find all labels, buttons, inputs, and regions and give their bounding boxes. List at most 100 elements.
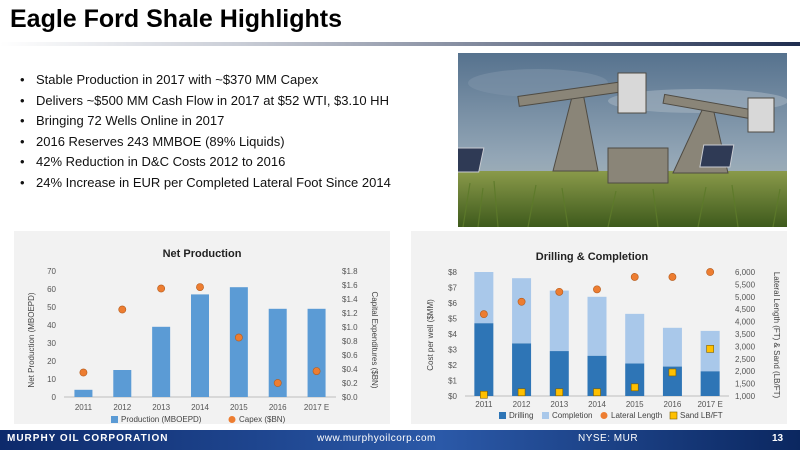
page-number: 13: [772, 433, 784, 444]
x-tick-label: 2012: [513, 400, 531, 409]
production-bar: [191, 294, 209, 397]
y-tick-label: $1: [448, 377, 457, 386]
y2-tick-label: 4,000: [735, 318, 756, 327]
y-tick-label: 60: [47, 285, 56, 294]
bullet-item: 42% Reduction in D&C Costs 2012 to 2016: [18, 152, 391, 173]
bullet-item: 24% Increase in EUR per Completed Latera…: [18, 173, 391, 194]
y-tick-label: $7: [448, 284, 457, 293]
x-tick-label: 2014: [191, 403, 209, 412]
drilling-completion-panel: Drilling & Completion Cost per well ($MM…: [411, 231, 787, 424]
production-bar: [113, 370, 132, 397]
net-production-chart: Net Production Net Production (MBOEPD) C…: [27, 248, 379, 424]
y2-tick-label: 2,500: [735, 355, 756, 364]
y2-tick-label: 2,000: [735, 367, 756, 376]
slide-title: Eagle Ford Shale Highlights: [10, 5, 342, 33]
chart-title: Net Production: [163, 248, 242, 260]
y2-tick-label: 5,500: [735, 280, 756, 289]
y2-tick-label: 1,000: [735, 392, 756, 401]
chart-title: Drilling & Completion: [536, 251, 649, 263]
legend-swatch-sand: [669, 411, 678, 420]
lateral-length-point: [668, 273, 677, 281]
legend-swatch-capex: [228, 416, 236, 423]
drilling-bar: [474, 323, 494, 396]
capex-point: [234, 333, 243, 342]
legend-label-capex: Capex ($BN): [239, 415, 286, 424]
y-tick-label: $5: [448, 315, 457, 324]
y-axis-label: Net Production (MBOEPD): [27, 292, 36, 387]
y-tick-label: 40: [47, 321, 56, 330]
drilling-bar: [625, 363, 645, 396]
legend-label-production: Production (MBOEPD): [121, 415, 202, 424]
y-tick-label: $4: [448, 330, 457, 339]
y-tick-label: 0: [52, 393, 57, 402]
y2-tick-label: $1.6: [342, 281, 358, 290]
sand-point: [555, 388, 564, 397]
capex-point: [157, 284, 166, 293]
bullet-item: Stable Production in 2017 with ~$370 MM …: [18, 70, 391, 91]
capex-point: [79, 368, 88, 377]
sand-point: [630, 383, 639, 392]
drilling-bar: [587, 355, 607, 396]
y2-axis-label: Lateral Length (FT) & Sand (LB/FT): [772, 272, 781, 399]
capex-point: [273, 379, 282, 387]
legend-swatch-lateral: [600, 412, 608, 419]
lateral-length-point: [479, 310, 488, 319]
y-tick-label: 10: [47, 375, 56, 384]
legend-label-completion: Completion: [552, 411, 592, 420]
drilling-bar: [700, 371, 720, 396]
y2-tick-label: 1,500: [735, 380, 756, 389]
drilling-completion-chart: Drilling & Completion Cost per well ($MM…: [426, 251, 781, 420]
sand-point: [668, 368, 677, 377]
y2-tick-label: $0.2: [342, 379, 358, 388]
x-tick-label: 2013: [550, 400, 568, 409]
drilling-bar: [662, 366, 682, 396]
completion-bar: [512, 278, 532, 344]
completion-bar: [549, 290, 569, 352]
y2-tick-label: $1.2: [342, 309, 358, 318]
lateral-length-point: [593, 285, 601, 294]
bullet-item: 2016 Reserves 243 MMBOE (89% Liquids): [18, 132, 391, 153]
legend-swatch-production: [111, 416, 118, 423]
y-tick-label: $2: [448, 361, 457, 370]
production-bar: [74, 389, 93, 397]
sand-point: [517, 388, 526, 397]
completion-bar: [587, 296, 607, 356]
production-bar: [307, 308, 326, 397]
y2-tick-label: 5,000: [735, 293, 756, 302]
x-tick-label: 2017 E: [697, 400, 722, 409]
bullet-item: Delivers ~$500 MM Cash Flow in 2017 at $…: [18, 91, 391, 112]
completion-bar: [662, 327, 682, 367]
x-tick-label: 2011: [75, 403, 93, 412]
x-tick-label: 2016: [664, 400, 682, 409]
production-bar: [229, 287, 248, 397]
highlights-list: Stable Production in 2017 with ~$370 MM …: [18, 70, 391, 193]
y2-tick-label: $1.0: [342, 323, 358, 332]
lateral-length-point: [706, 268, 715, 276]
y-tick-label: $6: [448, 299, 457, 308]
x-tick-label: 2011: [475, 400, 493, 409]
y2-tick-label: $0.0: [342, 393, 358, 402]
x-tick-label: 2015: [230, 403, 248, 412]
capex-point: [312, 367, 321, 375]
y2-tick-label: $0.6: [342, 351, 358, 360]
y2-tick-label: 4,500: [735, 305, 756, 314]
chart-legend: Production (MBOEPD) Capex ($BN): [111, 415, 286, 424]
sand-point: [480, 390, 488, 399]
y-tick-label: $8: [448, 268, 457, 277]
y2-tick-label: $1.8: [342, 267, 358, 276]
y-tick-label: 30: [47, 339, 56, 348]
bullet-item: Bringing 72 Wells Online in 2017: [18, 111, 391, 132]
drilling-bar: [549, 351, 569, 396]
footer-url: www.murphyoilcorp.com: [317, 433, 436, 444]
net-production-panel: Net Production Net Production (MBOEPD) C…: [14, 231, 390, 424]
capex-point: [196, 283, 204, 291]
sand-point: [593, 388, 601, 397]
lateral-length-point: [517, 297, 526, 306]
footer-bar: MURPHY OIL CORPORATION www.murphyoilcorp…: [0, 430, 800, 450]
sand-point: [706, 345, 714, 353]
y2-tick-label: $0.8: [342, 337, 358, 346]
legend-swatch-completion: [542, 412, 549, 419]
y-tick-label: $0: [448, 392, 457, 401]
x-tick-label: 2013: [152, 403, 170, 412]
x-tick-label: 2017 E: [304, 403, 329, 412]
